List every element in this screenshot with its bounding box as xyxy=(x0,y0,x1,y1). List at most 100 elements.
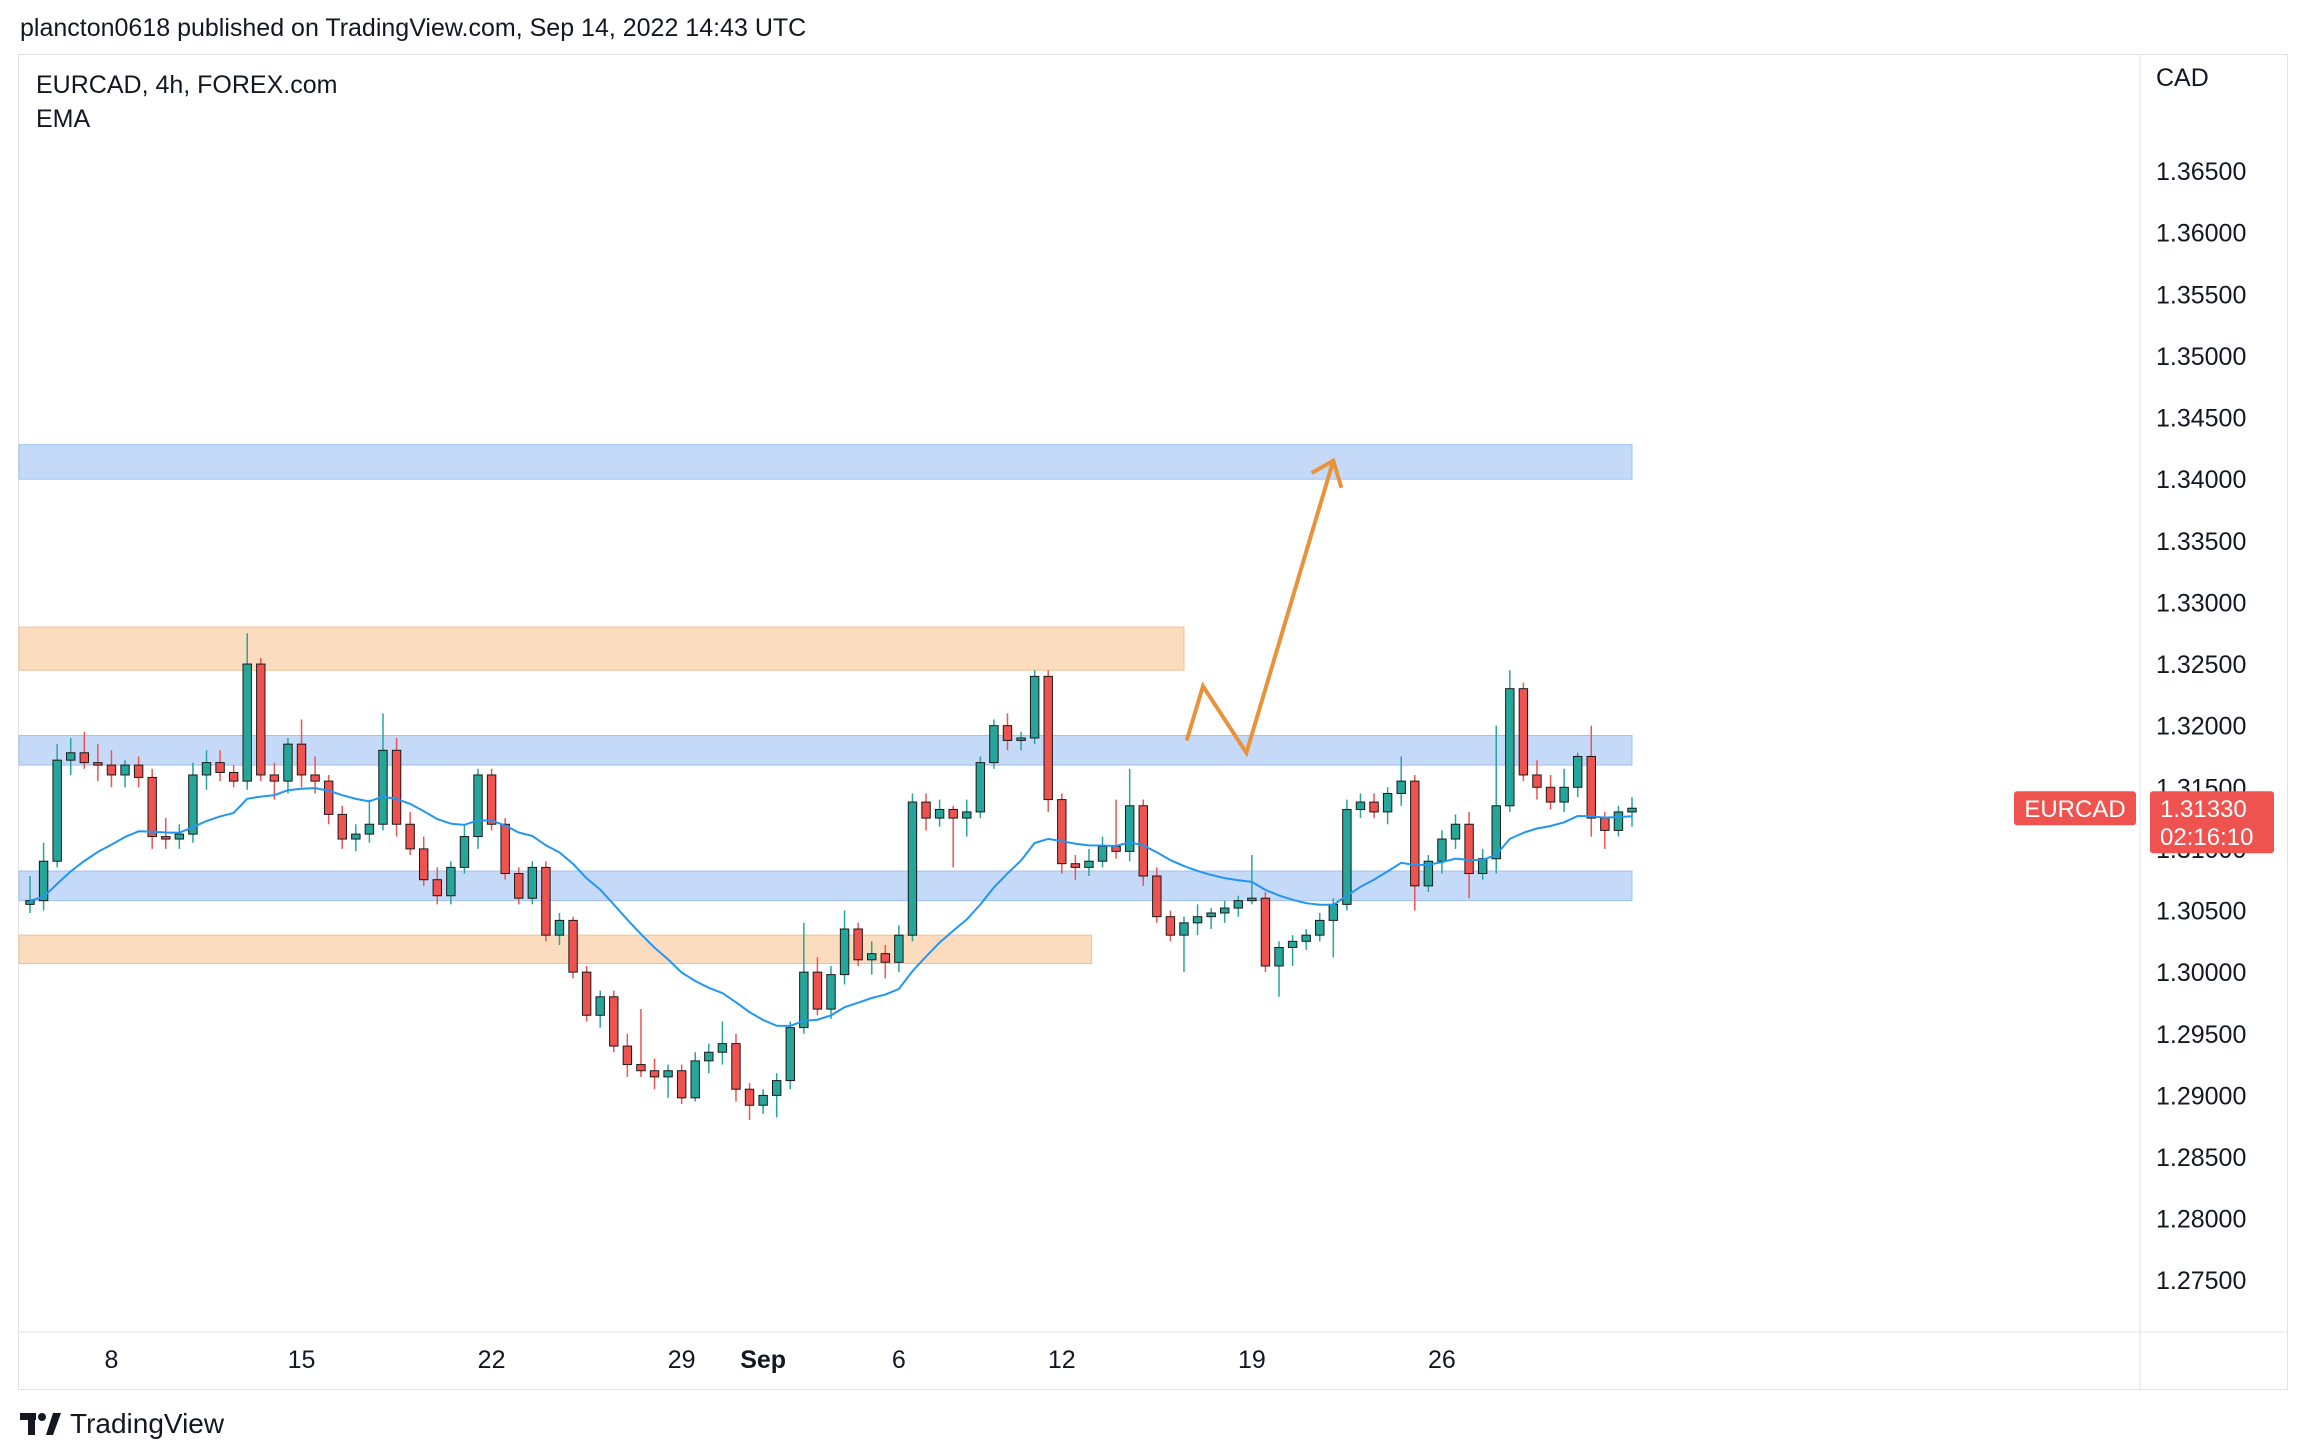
candle-body xyxy=(1043,675,1053,801)
time-tick-label: 19 xyxy=(1238,1346,1266,1374)
footer[interactable]: TradingView xyxy=(20,1408,224,1440)
candle-body xyxy=(1600,817,1610,831)
candle-body xyxy=(1192,916,1203,924)
candle-body xyxy=(609,996,619,1047)
tradingview-logo-icon xyxy=(20,1413,61,1435)
candle-body xyxy=(1477,858,1488,875)
candle-body xyxy=(1124,805,1135,852)
candle-body xyxy=(921,801,931,819)
time-tick-label: 29 xyxy=(668,1346,696,1374)
candle-body xyxy=(201,762,212,776)
candle-body xyxy=(1029,675,1040,739)
candle-body xyxy=(1002,725,1013,741)
candle-body xyxy=(228,771,239,782)
candle-body xyxy=(378,749,388,825)
candle-body xyxy=(486,774,497,825)
candle-body xyxy=(323,780,334,815)
time-tick-label: 22 xyxy=(478,1346,506,1374)
candle-body xyxy=(663,1070,673,1078)
zone-blue-3 xyxy=(18,870,1633,902)
candle-body xyxy=(812,971,823,1010)
indicator-label[interactable]: EMA xyxy=(36,105,91,133)
projection-path xyxy=(1184,460,1336,758)
candle-body xyxy=(1301,934,1311,942)
candle-body xyxy=(215,762,225,773)
time-tick-label: Sep xyxy=(740,1346,786,1374)
candle-body xyxy=(1260,897,1271,967)
candle-body xyxy=(826,974,836,1010)
candle-body xyxy=(1627,807,1637,813)
candle-body xyxy=(934,808,945,819)
candle-body xyxy=(1464,823,1474,875)
time-tick-label: 26 xyxy=(1428,1346,1456,1374)
candle-body xyxy=(568,919,578,973)
candle-body xyxy=(1410,780,1420,887)
candle-body xyxy=(52,759,62,862)
countdown-label: 02:16:10 xyxy=(2160,824,2253,851)
candle-body xyxy=(432,879,442,897)
candle-body xyxy=(1165,916,1176,936)
candle-body xyxy=(174,833,185,840)
candle-body xyxy=(1097,845,1108,862)
candle-body xyxy=(1152,875,1162,918)
candle-body xyxy=(1287,940,1298,948)
candle-body xyxy=(147,776,157,838)
candle-body xyxy=(93,762,103,766)
candle-body xyxy=(717,1043,728,1053)
price-tick-label: 1.32000 xyxy=(2156,713,2246,741)
price-tick-label: 1.32500 xyxy=(2156,651,2246,679)
candle-body xyxy=(1396,780,1406,794)
candle-body xyxy=(1355,801,1366,810)
candle-body xyxy=(1138,805,1148,877)
candle-body xyxy=(758,1094,768,1106)
candle-body xyxy=(500,823,510,875)
candle-body xyxy=(1532,774,1542,788)
candle-body xyxy=(337,813,347,840)
candle-body xyxy=(989,725,999,764)
candle-body xyxy=(1315,919,1325,936)
candle-body xyxy=(541,866,551,936)
candle-body xyxy=(1545,786,1556,803)
candle-body xyxy=(1328,903,1339,921)
price-tick-label: 1.36500 xyxy=(2156,158,2246,186)
candle-body xyxy=(364,823,375,835)
time-tick-label: 6 xyxy=(892,1346,906,1374)
candle-body xyxy=(269,774,280,782)
candle-body xyxy=(66,752,76,761)
candle-body xyxy=(1586,755,1596,819)
candle-body xyxy=(1220,907,1230,914)
candle-body xyxy=(1613,811,1624,831)
candle-body xyxy=(1559,786,1569,803)
candle-body xyxy=(1505,688,1515,807)
candle-body xyxy=(120,764,130,776)
candle-body xyxy=(1111,845,1121,852)
candle-body xyxy=(38,860,49,902)
symbol-label[interactable]: EURCAD, 4h, FOREX.com xyxy=(36,71,338,99)
candle-body xyxy=(1247,897,1257,902)
price-tick-label: 1.34500 xyxy=(2156,405,2246,433)
candle-body xyxy=(975,762,986,813)
candle-body xyxy=(771,1080,782,1096)
candle-body xyxy=(188,774,198,835)
candle-body xyxy=(283,743,293,782)
candle-body xyxy=(1070,863,1081,868)
zone-orange-4 xyxy=(18,934,1093,965)
chart-legend: EURCAD, 4h, FOREX.com EMA xyxy=(36,68,337,136)
publish-header: plancton0618 published on TradingView.co… xyxy=(20,14,807,42)
candle-body xyxy=(242,663,252,782)
candle-body xyxy=(1437,838,1447,862)
candle-body xyxy=(310,774,320,782)
candle-body xyxy=(649,1070,660,1078)
price-tick-label: 1.33000 xyxy=(2156,589,2246,617)
footer-brand: TradingView xyxy=(70,1408,225,1439)
candle-body xyxy=(527,866,538,899)
price-tick-label: 1.29500 xyxy=(2156,1021,2246,1049)
price-tick-label: 1.34000 xyxy=(2156,466,2246,494)
candle-body xyxy=(581,971,592,1016)
candle-body xyxy=(595,996,605,1016)
candle-body xyxy=(133,764,144,778)
candle-body xyxy=(1518,688,1529,776)
candle-body xyxy=(514,873,524,899)
chart-frame xyxy=(18,54,2288,1390)
